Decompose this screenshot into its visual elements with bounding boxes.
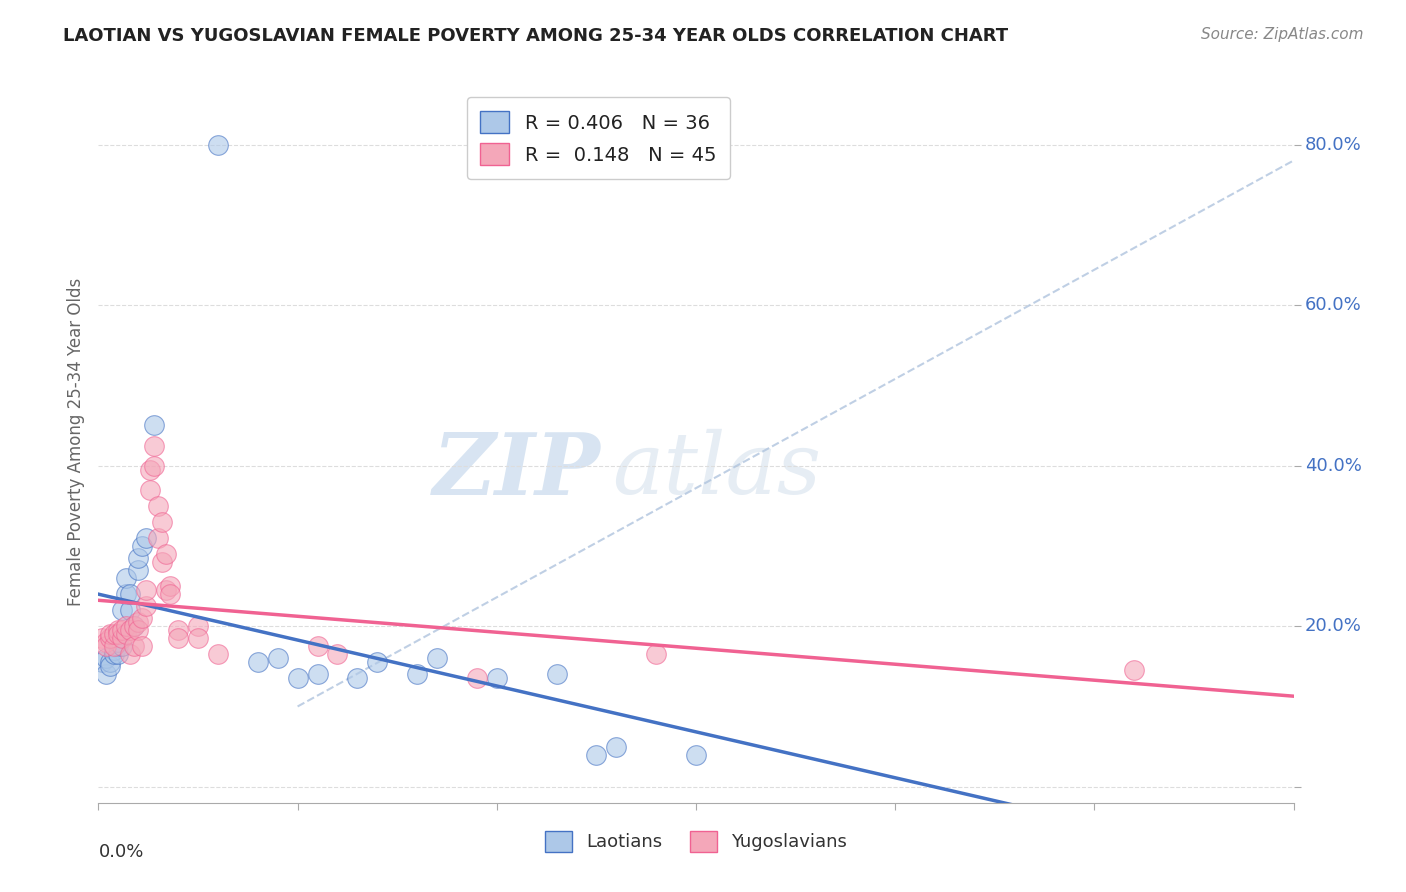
Text: 0.0%: 0.0% (98, 843, 143, 861)
Text: 20.0%: 20.0% (1305, 617, 1361, 635)
Point (148, 499, 170, 513)
Point (107, 635, 129, 649)
Point (366, 655, 388, 669)
Point (96, 667, 118, 681)
Point (143, 438, 166, 452)
Point (685, 747, 707, 762)
Point (1123, 664, 1146, 678)
Point (115, 619, 138, 633)
Point (127, 623, 149, 637)
Point (96, 635, 118, 649)
Point (585, 747, 607, 762)
Text: ZIP: ZIP (433, 429, 600, 512)
Point (465, 671, 488, 685)
Legend: Laotians, Yugoslavians: Laotians, Yugoslavians (537, 823, 855, 859)
Point (143, 418, 166, 433)
Point (246, 655, 269, 669)
Point (326, 648, 349, 662)
Point (148, 531, 170, 545)
Point (605, 739, 627, 754)
Point (131, 611, 153, 625)
Point (115, 571, 138, 585)
Point (645, 648, 668, 662)
Text: 40.0%: 40.0% (1305, 457, 1361, 475)
Point (111, 639, 134, 653)
Point (139, 462, 162, 476)
Point (96, 651, 118, 665)
Point (115, 627, 138, 641)
Point (96, 639, 118, 653)
Point (120, 587, 142, 601)
Point (98, 627, 122, 641)
Point (107, 627, 129, 641)
Point (98, 632, 122, 646)
Point (159, 587, 181, 601)
Point (127, 563, 149, 577)
Point (91, 655, 114, 669)
Point (115, 587, 138, 601)
Point (120, 648, 142, 662)
Point (107, 623, 129, 637)
Point (127, 551, 149, 566)
Y-axis label: Female Poverty Among 25-34 Year Olds: Female Poverty Among 25-34 Year Olds (66, 277, 84, 606)
Point (120, 603, 142, 617)
Text: 60.0%: 60.0% (1305, 296, 1361, 314)
Point (546, 667, 568, 681)
Point (98, 655, 122, 669)
Point (307, 639, 329, 653)
Point (150, 515, 173, 529)
Point (131, 639, 153, 653)
Point (111, 623, 134, 637)
Point (107, 648, 129, 662)
Point (103, 648, 125, 662)
Text: 80.0%: 80.0% (1305, 136, 1361, 153)
Point (135, 599, 157, 614)
Point (207, 648, 229, 662)
Text: atlas: atlas (613, 429, 821, 512)
Text: Source: ZipAtlas.com: Source: ZipAtlas.com (1201, 27, 1364, 42)
Point (155, 547, 177, 561)
Point (120, 623, 142, 637)
Point (207, 137, 229, 152)
Point (135, 531, 157, 545)
Point (267, 651, 290, 665)
Point (127, 615, 149, 630)
Point (111, 632, 134, 646)
Point (111, 603, 134, 617)
Point (124, 619, 146, 633)
Point (91, 632, 114, 646)
Point (406, 667, 429, 681)
Point (187, 632, 209, 646)
Point (103, 627, 125, 641)
Text: LAOTIAN VS YUGOSLAVIAN FEMALE POVERTY AMONG 25-34 YEAR OLDS CORRELATION CHART: LAOTIAN VS YUGOSLAVIAN FEMALE POVERTY AM… (63, 27, 1008, 45)
Point (287, 671, 309, 685)
Point (103, 639, 125, 653)
Point (135, 583, 157, 598)
Point (124, 619, 146, 633)
Point (346, 671, 368, 685)
Point (143, 458, 166, 473)
Point (307, 667, 329, 681)
Point (167, 623, 190, 637)
Point (159, 579, 181, 593)
Point (167, 632, 190, 646)
Point (150, 555, 173, 569)
Point (139, 483, 162, 497)
Point (485, 671, 508, 685)
Point (103, 643, 125, 657)
Point (187, 619, 209, 633)
Point (98, 659, 122, 673)
Point (107, 639, 129, 653)
Point (124, 639, 146, 653)
Point (426, 651, 449, 665)
Point (131, 539, 153, 553)
Point (155, 583, 177, 598)
